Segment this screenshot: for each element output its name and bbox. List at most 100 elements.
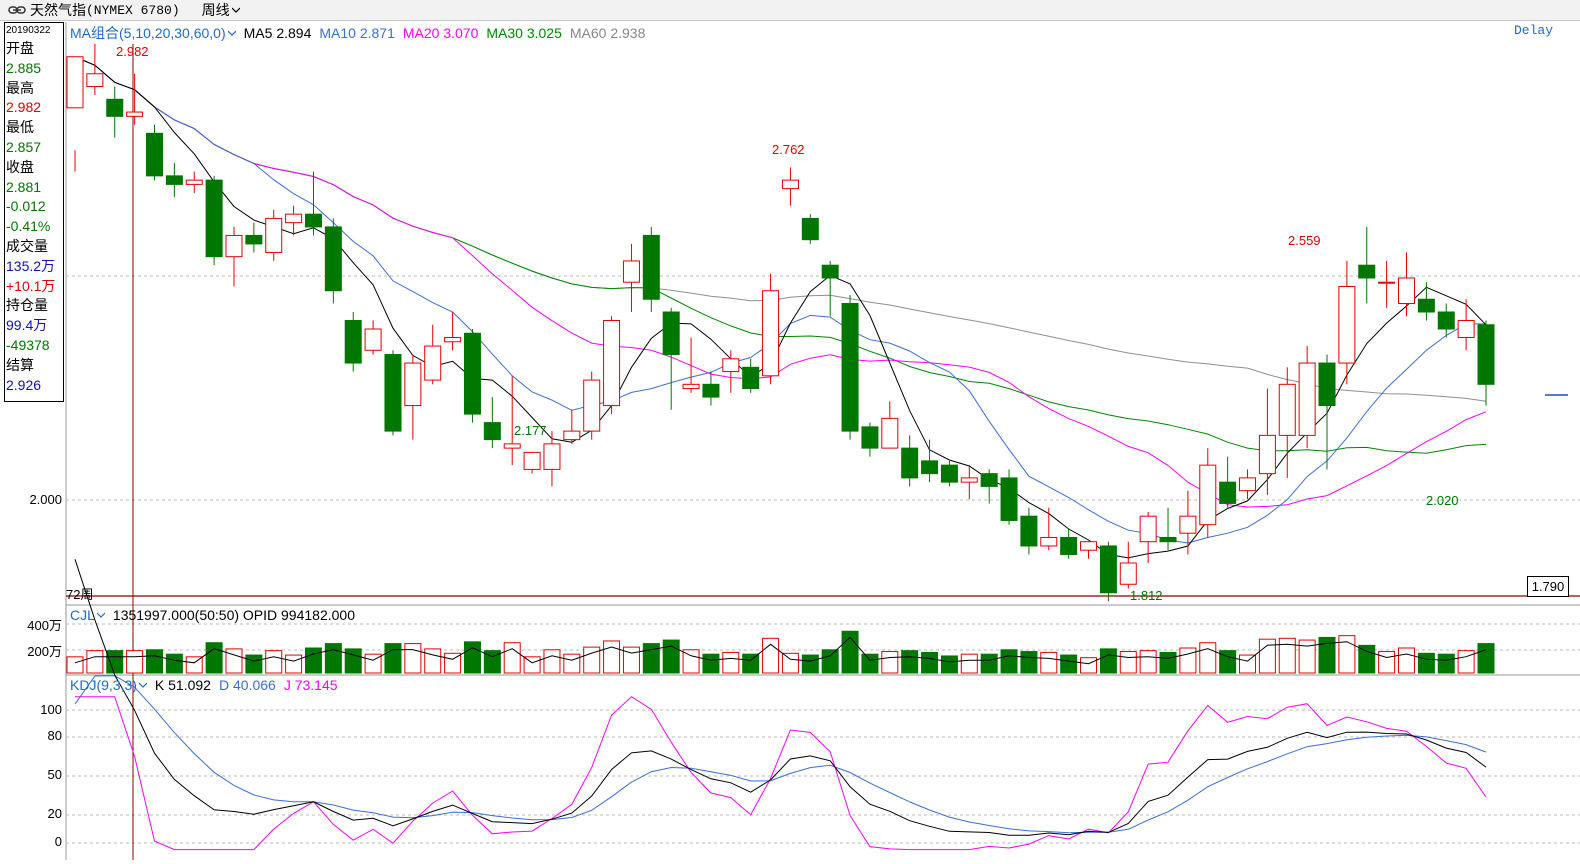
- candle-body: [1398, 277, 1416, 304]
- candle-body: [881, 417, 899, 449]
- volume-bar: [861, 653, 879, 674]
- oi-value: 99.4万: [6, 317, 48, 334]
- candle-body: [185, 179, 203, 185]
- candle-body: [1358, 264, 1376, 279]
- candle-body: [722, 358, 740, 373]
- volume-bar: [1298, 639, 1316, 674]
- volume-bar: [265, 650, 283, 674]
- annotation-high: 2.762: [772, 142, 805, 157]
- volume-bar: [563, 653, 581, 674]
- ma-line: [74, 56, 1486, 544]
- price-axis-label: 2.000: [29, 492, 62, 507]
- kdj-axis-label: 20: [47, 806, 62, 821]
- kdj-axis-label: 80: [47, 728, 62, 743]
- close-value: 2.881: [6, 178, 42, 195]
- candle-body: [1318, 362, 1336, 407]
- ma-group-label: MA组合(5,10,20,30,60,0): [70, 25, 226, 41]
- volume-bar: [126, 650, 144, 674]
- change-value: -0.012: [6, 198, 46, 215]
- low-value: 2.857: [6, 138, 42, 155]
- volume-bar: [1258, 638, 1276, 674]
- volume-indicator-selector[interactable]: CJL: [70, 607, 105, 623]
- kdj-d-value: D 40.066: [218, 677, 276, 693]
- volume-bar: [384, 643, 402, 674]
- volume-bar: [424, 648, 442, 674]
- volume-bar: [404, 643, 422, 674]
- volume-indicator-label: CJL: [70, 607, 95, 623]
- volume-axis-label: 400万: [27, 618, 62, 633]
- candle-body: [921, 460, 939, 475]
- chevron-down-icon: [231, 7, 240, 13]
- ma5-value: MA5 2.894: [243, 25, 312, 41]
- settle-label: 结算: [6, 356, 34, 373]
- period-count: 72周: [66, 587, 94, 602]
- kdj-j-value: J 73.145: [283, 677, 338, 693]
- kdj-axis-label: 100: [40, 702, 62, 717]
- candle-body: [285, 213, 303, 224]
- kdj-indicator-selector[interactable]: KDJ(9,3,3): [70, 677, 147, 693]
- candle-body: [1020, 515, 1038, 547]
- volume-bar: [324, 643, 342, 674]
- candle-body: [1060, 536, 1078, 555]
- period-dropdown[interactable]: 周线: [202, 0, 240, 20]
- volume-bar: [921, 651, 939, 674]
- change-pct-value: -0.41%: [6, 218, 51, 235]
- candle-body: [821, 264, 839, 279]
- candle-body: [1457, 320, 1475, 339]
- candle-body: [1417, 298, 1435, 313]
- candle-body: [583, 379, 601, 432]
- volume-bar: [722, 651, 740, 674]
- volume-bar: [781, 652, 799, 674]
- candle-body: [1179, 515, 1197, 534]
- candle-body: [424, 345, 442, 381]
- candle-body: [702, 383, 720, 398]
- candle-body: [404, 362, 422, 407]
- candle-body: [1139, 515, 1157, 543]
- candle-body: [126, 111, 144, 117]
- volume-bar: [1080, 657, 1098, 674]
- ma30-value: MA30 3.025: [486, 25, 562, 41]
- volume-bar: [1040, 651, 1058, 674]
- candle-body: [384, 354, 402, 432]
- volume-bar: [503, 642, 521, 674]
- kdj-axis-label: 50: [47, 767, 62, 782]
- symbol-code: (NYMEX 6780): [86, 2, 180, 18]
- volume-bar: [1099, 648, 1117, 674]
- candle-body: [463, 332, 481, 415]
- candle-body: [265, 217, 283, 253]
- candle-body: [1477, 324, 1495, 385]
- candle-body: [1199, 464, 1217, 526]
- candle-body: [1378, 281, 1396, 284]
- annotation-low: 2.177: [514, 423, 547, 438]
- volume-bar: [642, 643, 660, 674]
- candle-body: [503, 443, 521, 449]
- link-icon[interactable]: [8, 4, 26, 16]
- volume-bar: [901, 650, 919, 674]
- volume-bar: [1060, 654, 1078, 674]
- volume-change-value: +10.1万: [6, 277, 56, 294]
- candle-body: [1239, 477, 1257, 492]
- ma-lines: [74, 56, 1487, 559]
- candle-body: [245, 234, 263, 245]
- volume-bar: [1278, 637, 1296, 674]
- candle-body: [483, 422, 501, 441]
- ma60-value: MA60 2.938: [569, 25, 646, 41]
- volume-bar: [205, 642, 223, 674]
- volume-bar: [1179, 647, 1197, 674]
- volume-bar: [463, 641, 481, 674]
- candle-body: [344, 320, 362, 364]
- ma-group-selector[interactable]: MA组合(5,10,20,30,60,0): [70, 23, 236, 43]
- period-label: 周线: [201, 2, 230, 18]
- volume-bar: [285, 654, 303, 674]
- candle-body: [1219, 481, 1237, 504]
- kdj-d-line: [74, 675, 1487, 834]
- volume-bar: [1119, 651, 1137, 674]
- candle-body: [642, 234, 660, 300]
- settle-value: 2.926: [6, 376, 42, 393]
- ma-line: [74, 56, 1487, 402]
- candle-body: [1040, 536, 1058, 547]
- kdj-k-line: [74, 559, 1487, 836]
- kdj-lines: [74, 559, 1487, 851]
- chevron-down-icon: [227, 30, 236, 36]
